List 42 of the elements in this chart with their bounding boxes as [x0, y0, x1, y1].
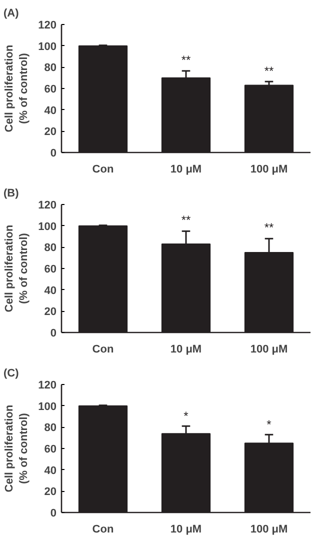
- y-tick-label: 120: [38, 20, 57, 32]
- y-tick-label: 80: [44, 242, 57, 254]
- chart-title: (A): [4, 8, 20, 20]
- y-tick-label: 60: [44, 444, 57, 456]
- y-tick-label: 80: [44, 422, 57, 434]
- annotation: **: [264, 64, 274, 78]
- y-tick-label: 0: [50, 148, 57, 160]
- y-tick-label: 0: [50, 328, 57, 340]
- y-axis-title: Cell proliferation (% of control): [4, 224, 30, 312]
- y-tick-label: 40: [44, 284, 57, 297]
- chart-title: (B): [4, 188, 20, 200]
- y-tick-label: 100: [38, 40, 57, 53]
- y-tick-label: 20: [44, 486, 57, 498]
- y-tick-label: 0: [50, 508, 57, 520]
- x-tick-label: 100 μM: [250, 524, 288, 536]
- annotation: **: [264, 220, 274, 234]
- x-tick-label: Con: [92, 344, 114, 356]
- annotation: *: [184, 408, 189, 423]
- x-tick-label: Con: [92, 524, 114, 536]
- y-tick-label: 120: [38, 200, 57, 212]
- y-tick-label: 100: [38, 400, 57, 413]
- x-tick-label: 100 μM: [250, 344, 288, 356]
- y-tick-label: 20: [44, 306, 57, 318]
- y-axis-title: Cell proliferation (% of control): [4, 44, 30, 132]
- x-tick-label: Con: [92, 164, 114, 176]
- x-tick-label: 10 μM: [170, 524, 202, 536]
- y-tick-label: 40: [44, 464, 57, 477]
- y-tick-label: 60: [44, 84, 57, 96]
- annotation: *: [266, 417, 272, 432]
- y-tick-label: 20: [44, 126, 57, 138]
- chart-title: (C): [4, 368, 20, 380]
- y-tick-label: 80: [44, 62, 57, 74]
- x-tick-label: 10 μM: [170, 344, 202, 356]
- y-tick-label: 60: [44, 264, 57, 276]
- y-tick-label: 40: [44, 104, 57, 117]
- x-tick-label: 100 μM: [250, 164, 288, 176]
- y-tick-label: 100: [38, 220, 57, 233]
- y-tick-label: 120: [38, 380, 57, 392]
- y-axis-title: Cell proliferation (% of control): [4, 404, 30, 492]
- x-tick-label: 10 μM: [170, 164, 202, 176]
- annotation: **: [181, 53, 191, 68]
- annotation: **: [181, 212, 191, 227]
